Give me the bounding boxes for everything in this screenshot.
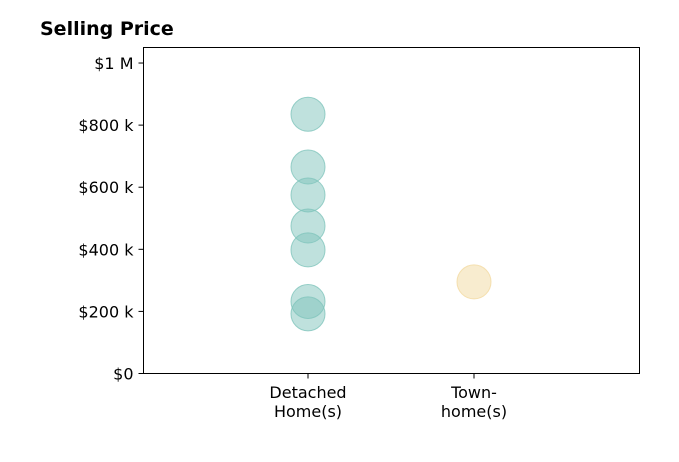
data-points <box>290 96 492 332</box>
y-tick-label: $600 k <box>78 178 134 197</box>
data-point-series-0 <box>290 296 326 332</box>
data-point-series-0 <box>290 232 326 268</box>
data-point-series-0 <box>290 96 326 132</box>
y-axis: $0 $200 k $400 k $600 k $800 k $1 M <box>78 54 144 384</box>
x-tick-label: home(s) <box>441 402 507 421</box>
x-tick-label: Detached <box>269 383 346 402</box>
y-tick-label: $400 k <box>78 240 134 259</box>
data-point-series-1 <box>456 264 492 300</box>
y-tick-label: $200 k <box>78 302 134 321</box>
data-point-series-0 <box>290 177 326 213</box>
x-tick-label: Home(s) <box>274 402 342 421</box>
y-tick-label: $800 k <box>78 116 134 135</box>
plot-area <box>143 47 640 374</box>
y-tick-label: $0 <box>113 365 133 384</box>
x-tick-label: Town- <box>450 383 497 402</box>
y-tick-label: $1 M <box>94 54 133 73</box>
chart-title: Selling Price <box>40 18 174 40</box>
